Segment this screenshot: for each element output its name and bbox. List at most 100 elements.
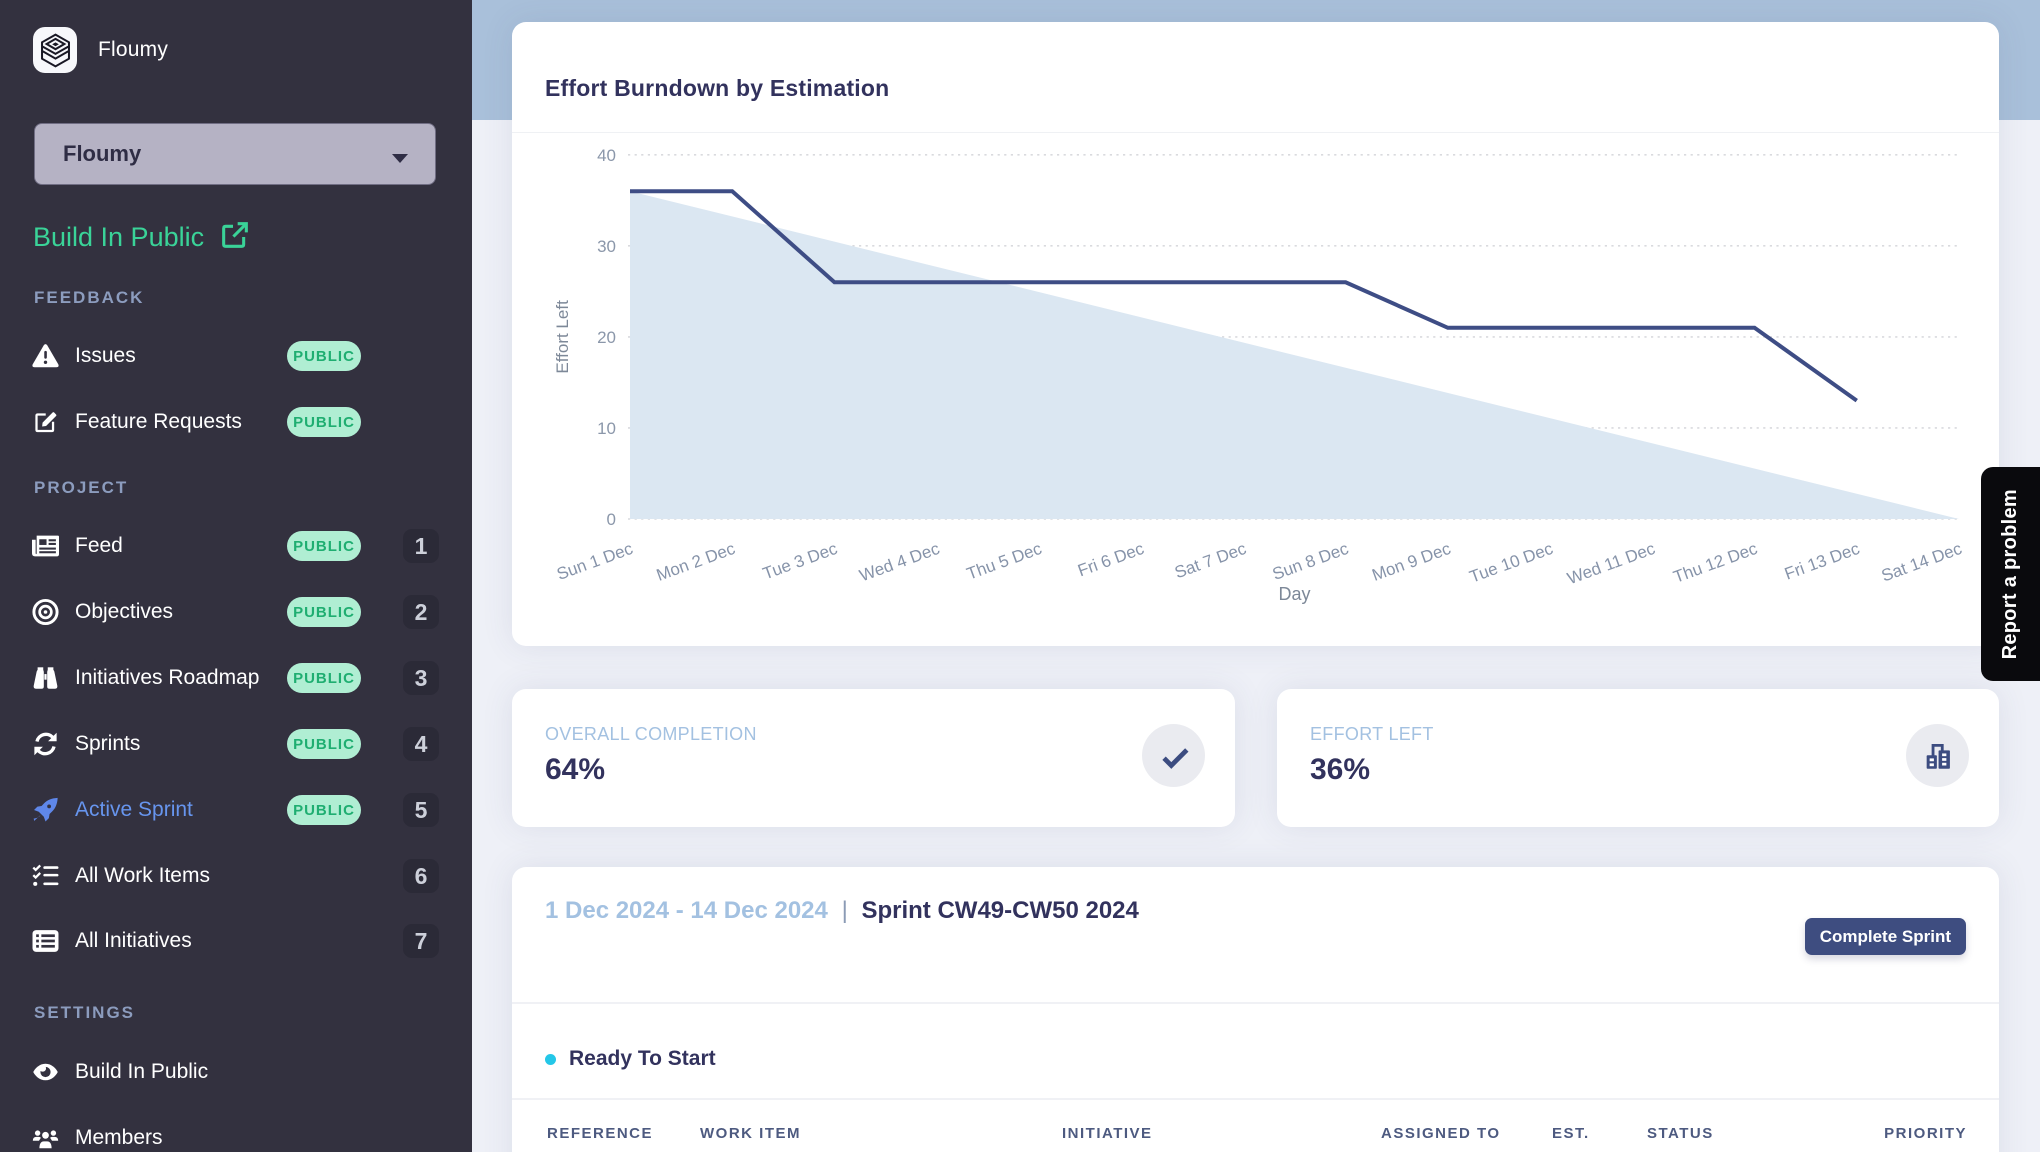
check-icon: [1142, 724, 1205, 787]
rocket-icon: [32, 797, 59, 824]
svg-text:10: 10: [597, 419, 616, 438]
column-header-reference: REFERENCE: [547, 1125, 654, 1142]
floumy-logo-icon: [33, 27, 77, 73]
sprint-header-row: 1 Dec 2024 - 14 Dec 2024 | Sprint CW49-C…: [545, 897, 1139, 925]
sidebar-item-members[interactable]: Members: [0, 1105, 472, 1152]
status-group-header: Ready To Start: [545, 1047, 716, 1071]
stat-card-effort-left: EFFORT LEFT 36%: [1277, 689, 1999, 827]
sidebar-item-issues[interactable]: Issues PUBLIC: [0, 323, 472, 389]
nav-heading-settings: SETTINGS: [34, 1003, 136, 1022]
project-select[interactable]: Floumy: [34, 123, 436, 185]
sprint-date-range: 1 Dec 2024 - 14 Dec 2024: [545, 897, 828, 924]
svg-text:Mon 9 Dec: Mon 9 Dec: [1369, 539, 1453, 585]
divider: [512, 1002, 1999, 1004]
sidebar: Floumy Floumy Build In Public FEEDBACK Is…: [0, 0, 472, 1152]
edit-pencil-icon: [32, 409, 59, 436]
work-items-table-header: REFERENCE WORK ITEM INITIATIVE ASSIGNED TO E…: [545, 1119, 1967, 1149]
sprint-card: 1 Dec 2024 - 14 Dec 2024 | Sprint CW49-C…: [512, 867, 1999, 1152]
sidebar-item-label: Objectives: [75, 600, 174, 623]
sidebar-item-feed[interactable]: Feed PUBLIC 1: [0, 513, 472, 579]
column-header-work-item: WORK ITEM: [700, 1125, 801, 1142]
burndown-chart-card: Effort Burndown by Estimation 0 10 20 30 40 S…: [512, 22, 1999, 646]
svg-text:Fri 6 Dec: Fri 6 Dec: [1075, 539, 1147, 581]
svg-text:Tue 10 Dec: Tue 10 Dec: [1467, 539, 1556, 587]
warning-triangle-icon: [32, 343, 59, 370]
divider: [512, 1098, 1999, 1100]
burndown-chart: 0 10 20 30 40 Sun 1 Dec Mon 2 Dec Tue 3 Dec Wed …: [512, 133, 1999, 646]
sidebar-item-label: Build In Public: [75, 1060, 209, 1083]
sidebar-item-objectives[interactable]: Objectives PUBLIC 2: [0, 579, 472, 645]
svg-text:Fri 13 Dec: Fri 13 Dec: [1782, 539, 1863, 584]
svg-text:Thu 5 Dec: Thu 5 Dec: [964, 539, 1045, 584]
sidebar-item-label: Sprints: [75, 732, 141, 755]
brand-name: Floumy: [98, 38, 169, 61]
report-a-problem-label: Report a problem: [1999, 488, 2021, 660]
svg-text:40: 40: [597, 146, 616, 165]
report-a-problem-tab[interactable]: Report a problem: [1981, 467, 2040, 681]
nav-heading-feedback: FEEDBACK: [34, 288, 145, 307]
sprint-name: Sprint CW49-CW50 2024: [861, 897, 1139, 924]
svg-text:Sat 7 Dec: Sat 7 Dec: [1172, 539, 1249, 583]
shortcut-key-badge: 5: [403, 793, 439, 827]
caret-down-icon: [391, 151, 409, 169]
svg-text:20: 20: [597, 328, 616, 347]
svg-text:Day: Day: [1278, 584, 1310, 604]
newspaper-icon: [32, 533, 59, 560]
stat-value: 36%: [1310, 753, 1371, 786]
shortcut-key-badge: 6: [403, 859, 439, 893]
sidebar-item-feature-requests[interactable]: Feature Requests PUBLIC: [0, 389, 472, 455]
column-header-priority: PRIORITY: [1884, 1125, 1967, 1142]
shortcut-key-badge: 3: [403, 661, 439, 695]
sidebar-item-all-initiatives[interactable]: All Initiatives 7: [0, 908, 472, 974]
nav-heading-project: PROJECT: [34, 478, 129, 497]
public-badge: PUBLIC: [287, 597, 361, 627]
column-header-status: STATUS: [1647, 1125, 1714, 1142]
public-badge: PUBLIC: [287, 729, 361, 759]
project-select-value: Floumy: [63, 141, 142, 166]
sidebar-item-build-in-public[interactable]: Build In Public: [0, 1039, 472, 1105]
svg-text:Sat 14 Dec: Sat 14 Dec: [1879, 539, 1965, 586]
sidebar-item-all-work-items[interactable]: All Work Items 6: [0, 843, 472, 909]
public-badge: PUBLIC: [287, 407, 361, 437]
sidebar-item-active-sprint[interactable]: Active Sprint PUBLIC 5: [0, 777, 472, 843]
brand: Floumy: [33, 27, 168, 73]
svg-text:Sun 8 Dec: Sun 8 Dec: [1270, 539, 1352, 584]
svg-text:Tue 3 Dec: Tue 3 Dec: [760, 539, 840, 584]
public-badge: PUBLIC: [287, 663, 361, 693]
complete-sprint-button[interactable]: Complete Sprint: [1804, 918, 1966, 955]
chart-title: Effort Burndown by Estimation: [545, 75, 890, 101]
public-badge: PUBLIC: [287, 795, 361, 825]
sidebar-item-label: Issues: [75, 344, 136, 367]
external-link-icon: [219, 219, 251, 258]
build-in-public-link-label: Build In Public: [33, 221, 205, 252]
shortcut-key-badge: 2: [403, 595, 439, 629]
svg-text:Effort Left: Effort Left: [553, 300, 572, 374]
members-icon: [32, 1125, 59, 1152]
column-header-initiative: INITIATIVE: [1062, 1125, 1153, 1142]
stat-label: EFFORT LEFT: [1310, 724, 1434, 744]
build-in-public-link[interactable]: Build In Public: [33, 216, 251, 258]
sidebar-item-initiatives-roadmap[interactable]: Initiatives Roadmap PUBLIC 3: [0, 645, 472, 711]
svg-text:0: 0: [607, 510, 616, 529]
stat-label: OVERALL COMPLETION: [545, 724, 757, 744]
sidebar-item-label: All Initiatives: [75, 929, 192, 952]
sidebar-item-label: Initiatives Roadmap: [75, 666, 260, 689]
sidebar-item-label: Active Sprint: [75, 798, 193, 821]
svg-text:Wed 11 Dec: Wed 11 Dec: [1565, 539, 1658, 588]
status-dot: [545, 1053, 556, 1065]
shortcut-key-badge: 7: [403, 924, 439, 958]
public-badge: PUBLIC: [287, 341, 361, 371]
shortcut-key-badge: 4: [403, 727, 439, 761]
binoculars-icon: [32, 665, 59, 692]
svg-text:Sun 1 Dec: Sun 1 Dec: [554, 539, 636, 584]
stat-value: 64%: [545, 753, 606, 786]
svg-text:30: 30: [597, 237, 616, 256]
sidebar-item-sprints[interactable]: Sprints PUBLIC 4: [0, 711, 472, 777]
table-list-icon: [32, 928, 59, 955]
column-header-assigned-to: ASSIGNED TO: [1381, 1125, 1501, 1142]
eye-icon: [32, 1059, 59, 1086]
svg-text:Mon 2 Dec: Mon 2 Dec: [654, 539, 738, 585]
svg-text:Wed 4 Dec: Wed 4 Dec: [857, 539, 943, 586]
sidebar-item-label: Members: [75, 1126, 163, 1149]
status-group-label: Ready To Start: [569, 1047, 716, 1070]
